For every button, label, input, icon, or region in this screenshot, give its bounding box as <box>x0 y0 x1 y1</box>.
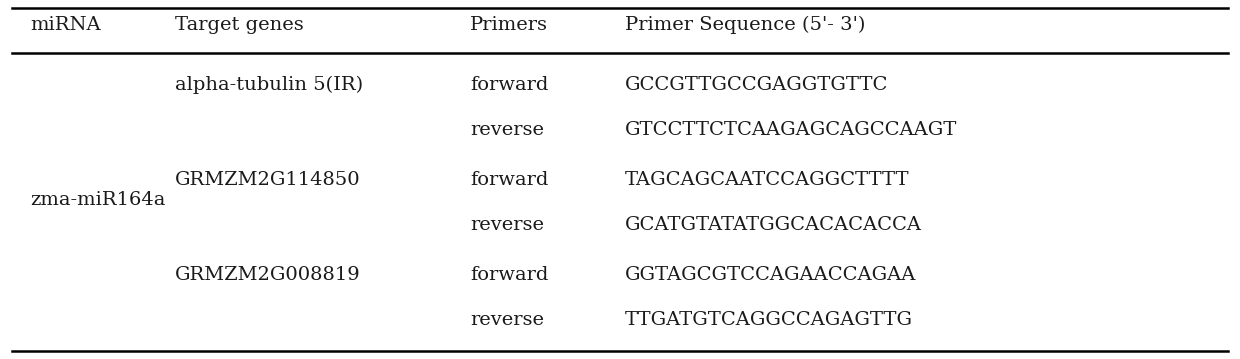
Text: Primers: Primers <box>470 16 548 34</box>
Text: reverse: reverse <box>470 216 544 234</box>
Text: reverse: reverse <box>470 121 544 139</box>
Text: Target genes: Target genes <box>175 16 304 34</box>
Text: GRMZM2G008819: GRMZM2G008819 <box>175 266 361 284</box>
Text: GRMZM2G114850: GRMZM2G114850 <box>175 171 361 189</box>
Text: reverse: reverse <box>470 311 544 329</box>
Text: GCATGTATATGGCACACACCA: GCATGTATATGGCACACACCA <box>625 216 923 234</box>
Text: GTCCTTCTCAAGAGCAGCCAAGT: GTCCTTCTCAAGAGCAGCCAAGT <box>625 121 957 139</box>
Text: forward: forward <box>470 266 548 284</box>
Text: alpha-tubulin 5(IR): alpha-tubulin 5(IR) <box>175 76 363 94</box>
Text: GGTAGCGTCCAGAACCAGAA: GGTAGCGTCCAGAACCAGAA <box>625 266 916 284</box>
Text: forward: forward <box>470 171 548 189</box>
Text: zma-miR164a: zma-miR164a <box>30 191 165 209</box>
Text: Primer Sequence (5'- 3'): Primer Sequence (5'- 3') <box>625 16 866 34</box>
Text: forward: forward <box>470 76 548 94</box>
Text: GCCGTTGCCGAGGTGTTC: GCCGTTGCCGAGGTGTTC <box>625 76 888 94</box>
Text: TTGATGTCAGGCCAGAGTTG: TTGATGTCAGGCCAGAGTTG <box>625 311 913 329</box>
Text: miRNA: miRNA <box>30 16 100 34</box>
Text: TAGCAGCAATCCAGGCTTTT: TAGCAGCAATCCAGGCTTTT <box>625 171 910 189</box>
